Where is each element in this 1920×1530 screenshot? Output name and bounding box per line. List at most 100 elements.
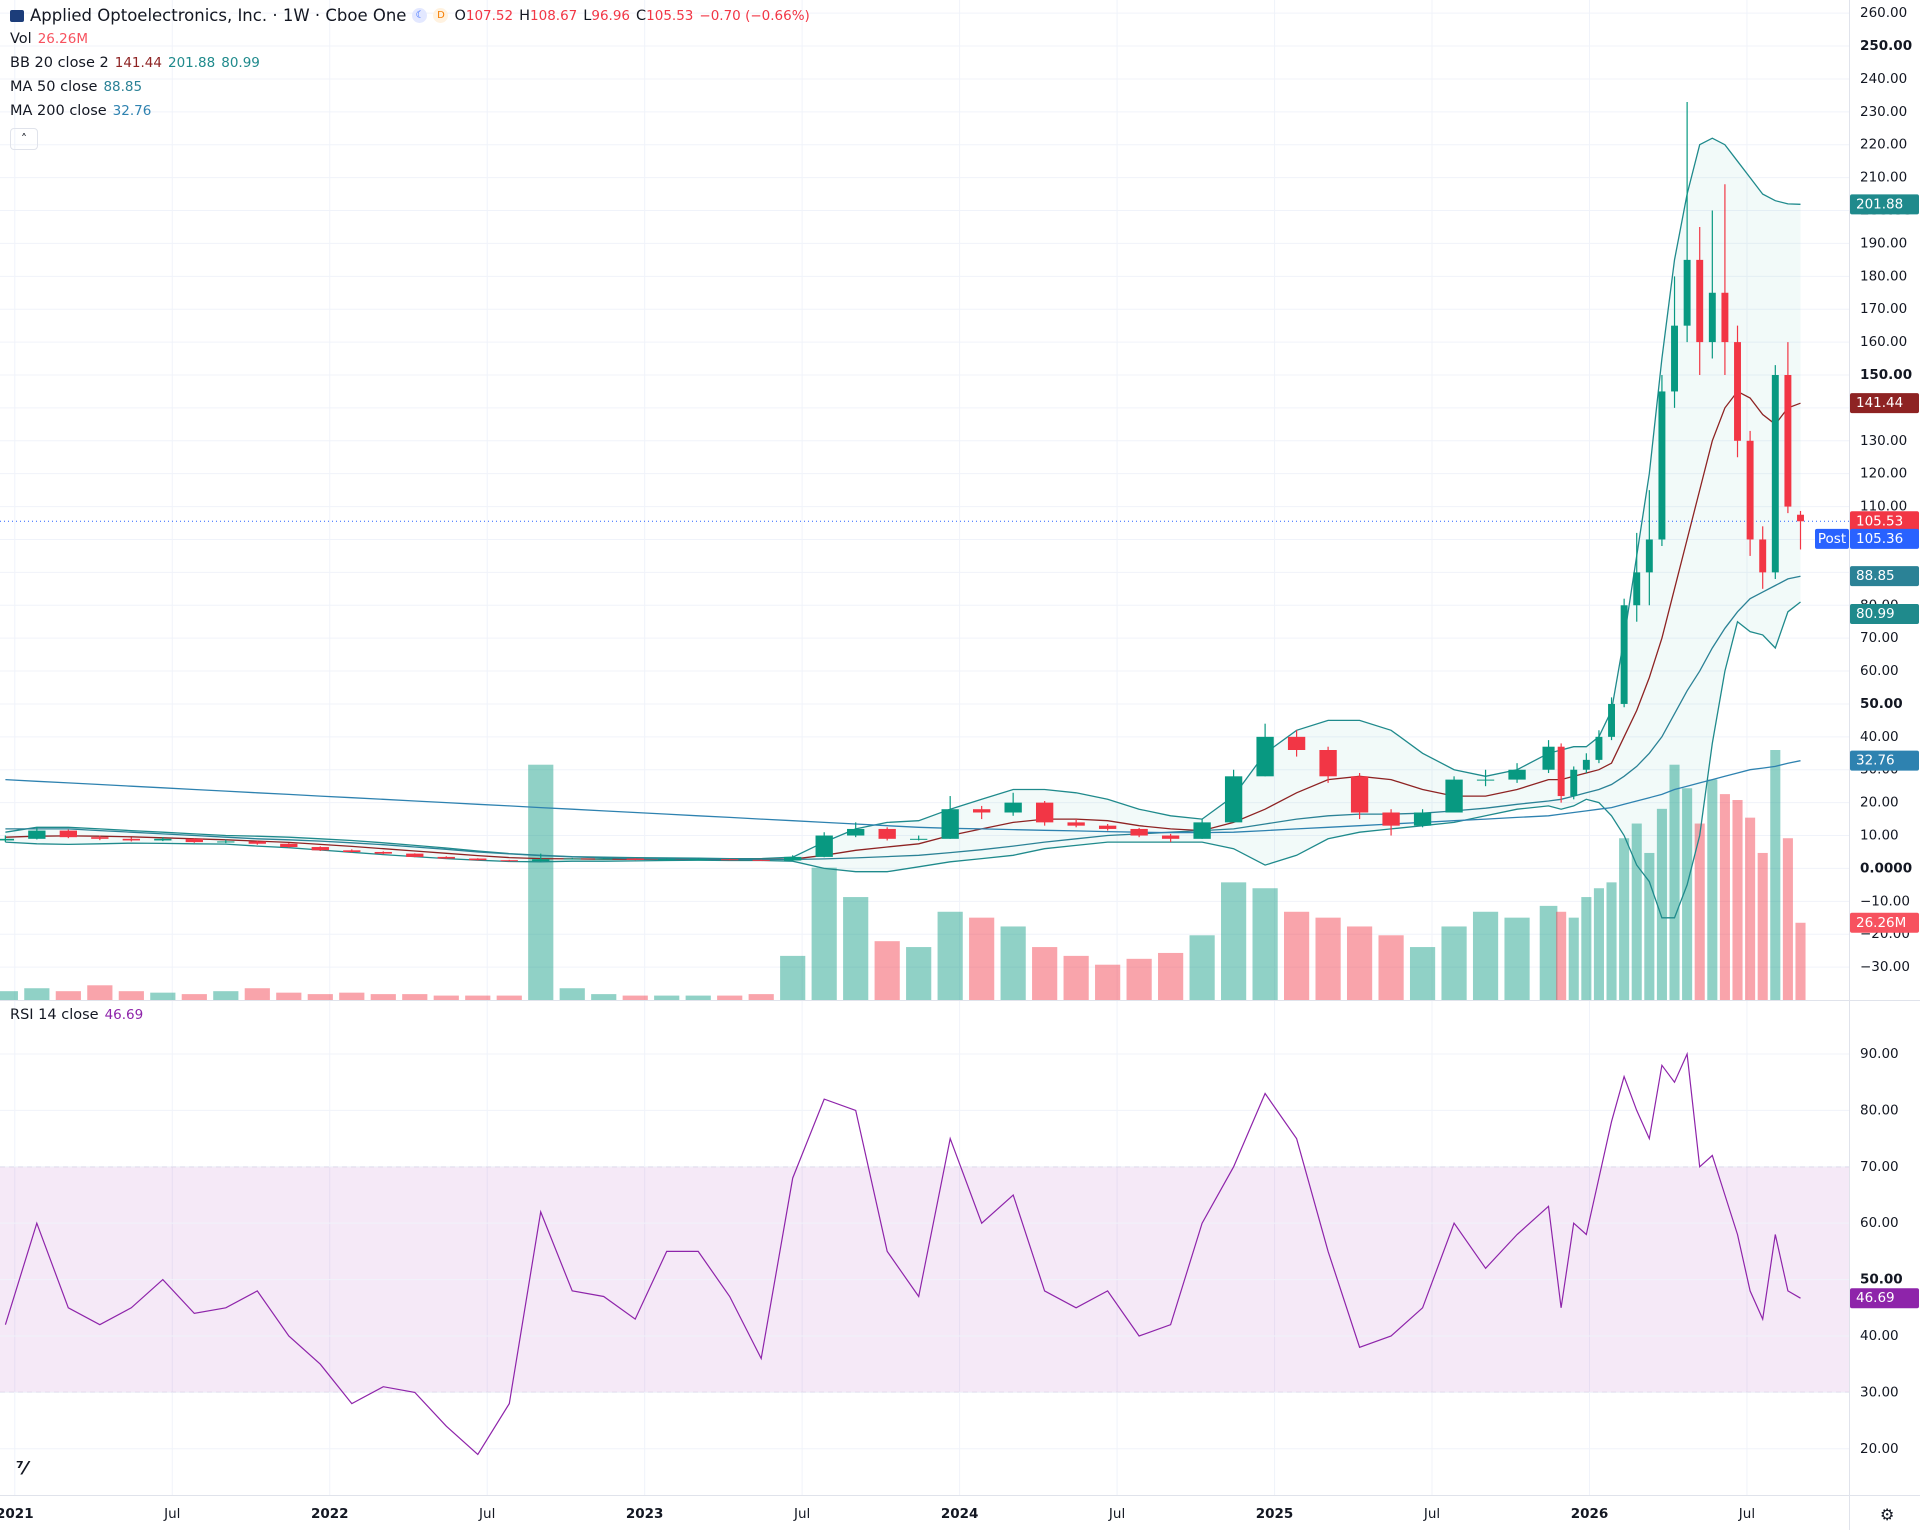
- ohlc-name: L: [583, 7, 592, 24]
- bands: [5, 138, 1801, 918]
- y-tick-label: 20.00: [1860, 795, 1899, 811]
- last-price-badge: 105.53: [1856, 513, 1903, 529]
- volume-bar: [969, 917, 995, 1000]
- rsi-tick-label: 60.00: [1860, 1215, 1899, 1231]
- rsi-tick-label: 50.00: [1860, 1272, 1903, 1288]
- candle-body: [1557, 746, 1565, 797]
- bb-basis: [5, 390, 1801, 861]
- volume-bar: [622, 995, 648, 1000]
- volume-bar: [55, 991, 81, 1000]
- candle-body: [1595, 736, 1603, 760]
- volume-bar: [937, 911, 963, 1000]
- candle-body: [784, 856, 802, 861]
- ohlc-name: H: [519, 7, 531, 24]
- candle-body: [1608, 703, 1616, 737]
- volume-bar: [1568, 917, 1579, 1000]
- candle-body: [406, 853, 424, 857]
- grid: [0, 0, 1849, 1495]
- candle-body: [437, 856, 455, 859]
- candle-body: [1683, 259, 1691, 326]
- candle-body: [1476, 779, 1495, 781]
- volume-bar: [843, 897, 869, 1000]
- volume-bar: [276, 992, 302, 1000]
- symbol-logo: [10, 9, 24, 22]
- volume-bar: [685, 995, 711, 1000]
- tv-logo[interactable]: ⁷⁄: [16, 1458, 27, 1479]
- y-tick-label: 110.00: [1860, 499, 1907, 515]
- y-tick-label: 120.00: [1860, 466, 1907, 482]
- x-tick-label: 2021: [0, 1506, 34, 1522]
- candle-body: [721, 859, 739, 861]
- candle-body: [1445, 779, 1463, 813]
- x-tick-label: 2022: [311, 1506, 349, 1522]
- legend-name: BB 20 close 2: [10, 55, 109, 71]
- bb-lower-badge-bg: [1850, 604, 1919, 625]
- volume-bar: [1539, 905, 1558, 1000]
- y-tick-label: 150.00: [1860, 367, 1912, 383]
- settings-icon[interactable]: ⚙: [1880, 1505, 1895, 1524]
- y-tick-label: 250.00: [1860, 38, 1912, 54]
- lines: [0, 137, 1849, 919]
- change-label: −0.70 (−0.66%): [699, 7, 810, 24]
- candles: [0, 101, 1804, 862]
- x-tick-label: Jul: [163, 1506, 180, 1522]
- rsi-badge-bg: [1850, 1288, 1919, 1309]
- volume-bar: [244, 988, 270, 1000]
- candle-body: [1161, 835, 1180, 839]
- volume-bar: [1000, 926, 1026, 1000]
- volume-bar: [0, 991, 18, 1000]
- post-label: Post: [1818, 531, 1846, 547]
- candle-body: [847, 828, 865, 836]
- session-icon: ☾: [412, 8, 428, 23]
- candle-body: [1413, 812, 1432, 826]
- rsi: [4, 1051, 1801, 1456]
- rsi-line: [4, 1051, 1801, 1456]
- collapse-button[interactable]: ˄: [10, 128, 38, 150]
- volume-bar: [1694, 823, 1705, 1000]
- candle-body: [154, 838, 172, 841]
- candle-body: [1721, 292, 1729, 343]
- volume-bar: [1063, 955, 1089, 1000]
- candle-body: [532, 859, 550, 862]
- y-tick-label: 60.00: [1860, 663, 1899, 679]
- volume-bar: [1644, 852, 1655, 1000]
- volume-bar: [1581, 897, 1592, 1000]
- candle-body: [1319, 750, 1337, 777]
- volume-bar: [465, 995, 491, 1000]
- volume-bar: [1095, 964, 1121, 1000]
- ma50-legend: MA 50 close 88.85: [10, 79, 142, 95]
- ohlc-value: 96.96: [591, 7, 631, 24]
- volume-bar: [1158, 952, 1184, 1000]
- volume-bar: [24, 988, 50, 1000]
- candle-body: [122, 838, 140, 841]
- volume-bar: [1472, 911, 1499, 1000]
- candle-body: [1671, 325, 1678, 392]
- volume-bar: [1504, 917, 1530, 1000]
- legend-name: RSI 14 close: [10, 1007, 99, 1023]
- candle-body: [248, 841, 266, 844]
- volume-bar: [87, 985, 113, 1000]
- candle-body: [1645, 539, 1653, 573]
- bb-fill: [5, 138, 1801, 918]
- candle-body: [1382, 812, 1400, 826]
- bb-upper: [5, 137, 1801, 860]
- legend-value: 141.44: [114, 55, 162, 71]
- ohlc-value: 107.52: [465, 7, 514, 24]
- volume-bar: [1619, 838, 1630, 1000]
- candle-body: [1256, 736, 1274, 777]
- candle-body: [752, 859, 770, 861]
- volume-bar: [1782, 838, 1793, 1000]
- volume-badge-bg: [1850, 912, 1919, 933]
- candle-body: [28, 830, 46, 839]
- ohlc-value: 108.67: [530, 7, 578, 24]
- volume-bar: [150, 992, 176, 1000]
- bb-lower: [5, 601, 1801, 919]
- x-tick-label: Jul: [478, 1506, 495, 1522]
- ohlc-name: C: [636, 7, 647, 24]
- volume-bar: [1409, 947, 1436, 1000]
- legend-name: Vol: [10, 31, 32, 47]
- candle-body: [1708, 292, 1716, 343]
- y-tick-label: −30.00: [1860, 959, 1910, 975]
